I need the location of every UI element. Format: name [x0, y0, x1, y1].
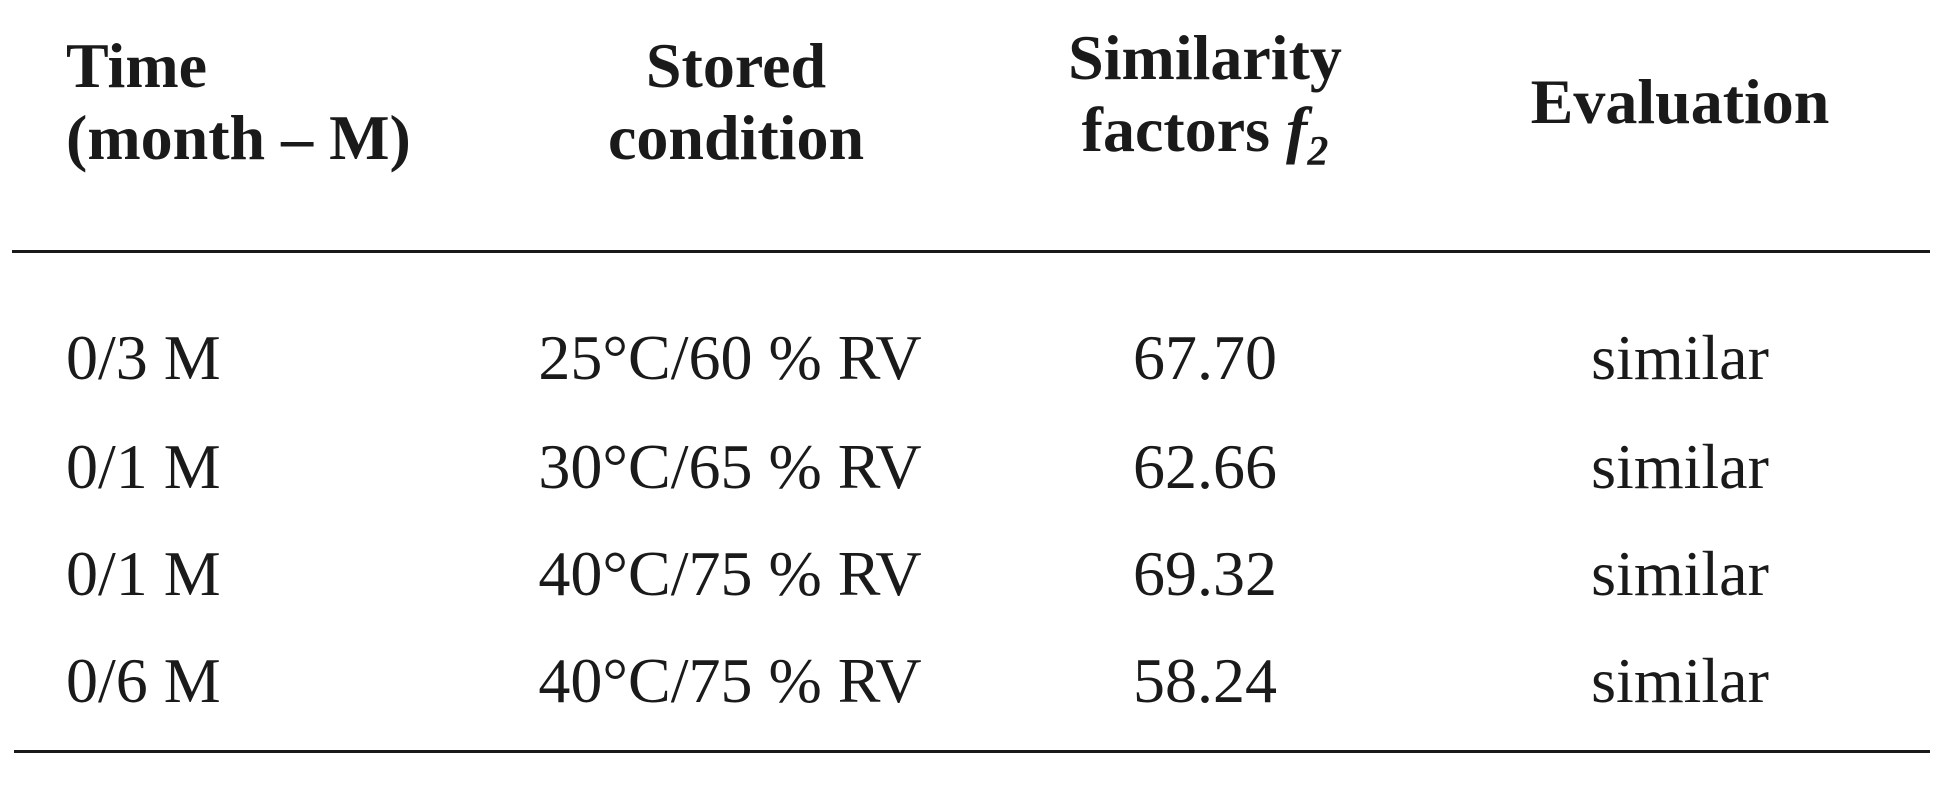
cell-evaluation: similar	[1591, 431, 1769, 502]
table-bottom-rule	[14, 750, 1930, 753]
cell-condition: 40°C/75 % RV	[538, 645, 922, 716]
cell-f2: 69.32	[1133, 538, 1277, 609]
header-cond-line1: Stored	[645, 30, 827, 101]
cell-time: 0/1 M	[66, 431, 221, 502]
cell-evaluation: similar	[1591, 538, 1769, 609]
cell-f2: 67.70	[1133, 322, 1277, 393]
header-sim-line2: factors f2	[1060, 94, 1350, 188]
cell-condition: 30°C/65 % RV	[538, 431, 922, 502]
cell-condition: 25°C/60 % RV	[538, 322, 922, 393]
cell-evaluation: similar	[1591, 322, 1769, 393]
table-row: 0/1 M 30°C/65 % RV 62.66 similar	[0, 413, 1945, 521]
cell-evaluation: similar	[1591, 645, 1769, 716]
header-evaluation: Evaluation	[1530, 66, 1830, 138]
header-sim-symbol: f	[1286, 94, 1308, 165]
header-divider	[12, 250, 1930, 253]
header-time: Time (month – M)	[66, 30, 411, 174]
header-time-line1: Time	[66, 30, 208, 101]
cell-time: 0/6 M	[66, 645, 221, 716]
table-row: 0/3 M 25°C/60 % RV 67.70 similar	[0, 304, 1945, 412]
cell-time: 0/3 M	[66, 322, 221, 393]
header-similarity: Similarity factors f2	[1060, 22, 1350, 188]
cell-time: 0/1 M	[66, 538, 221, 609]
cell-condition: 40°C/75 % RV	[538, 538, 922, 609]
cell-f2: 58.24	[1133, 645, 1277, 716]
table-row: 0/6 M 40°C/75 % RV 58.24 similar	[0, 627, 1945, 735]
table-row: 0/1 M 40°C/75 % RV 69.32 similar	[0, 520, 1945, 628]
header-stored-condition: Stored condition	[596, 30, 876, 174]
header-sim-line1: Similarity	[1068, 22, 1342, 93]
header-sim-subscript: 2	[1307, 129, 1329, 175]
cell-f2: 62.66	[1133, 431, 1277, 502]
header-eval-label: Evaluation	[1530, 66, 1830, 137]
header-time-line2: (month – M)	[66, 102, 411, 173]
header-cond-line2: condition	[607, 102, 865, 173]
header-sim-prefix: factors	[1081, 94, 1287, 165]
